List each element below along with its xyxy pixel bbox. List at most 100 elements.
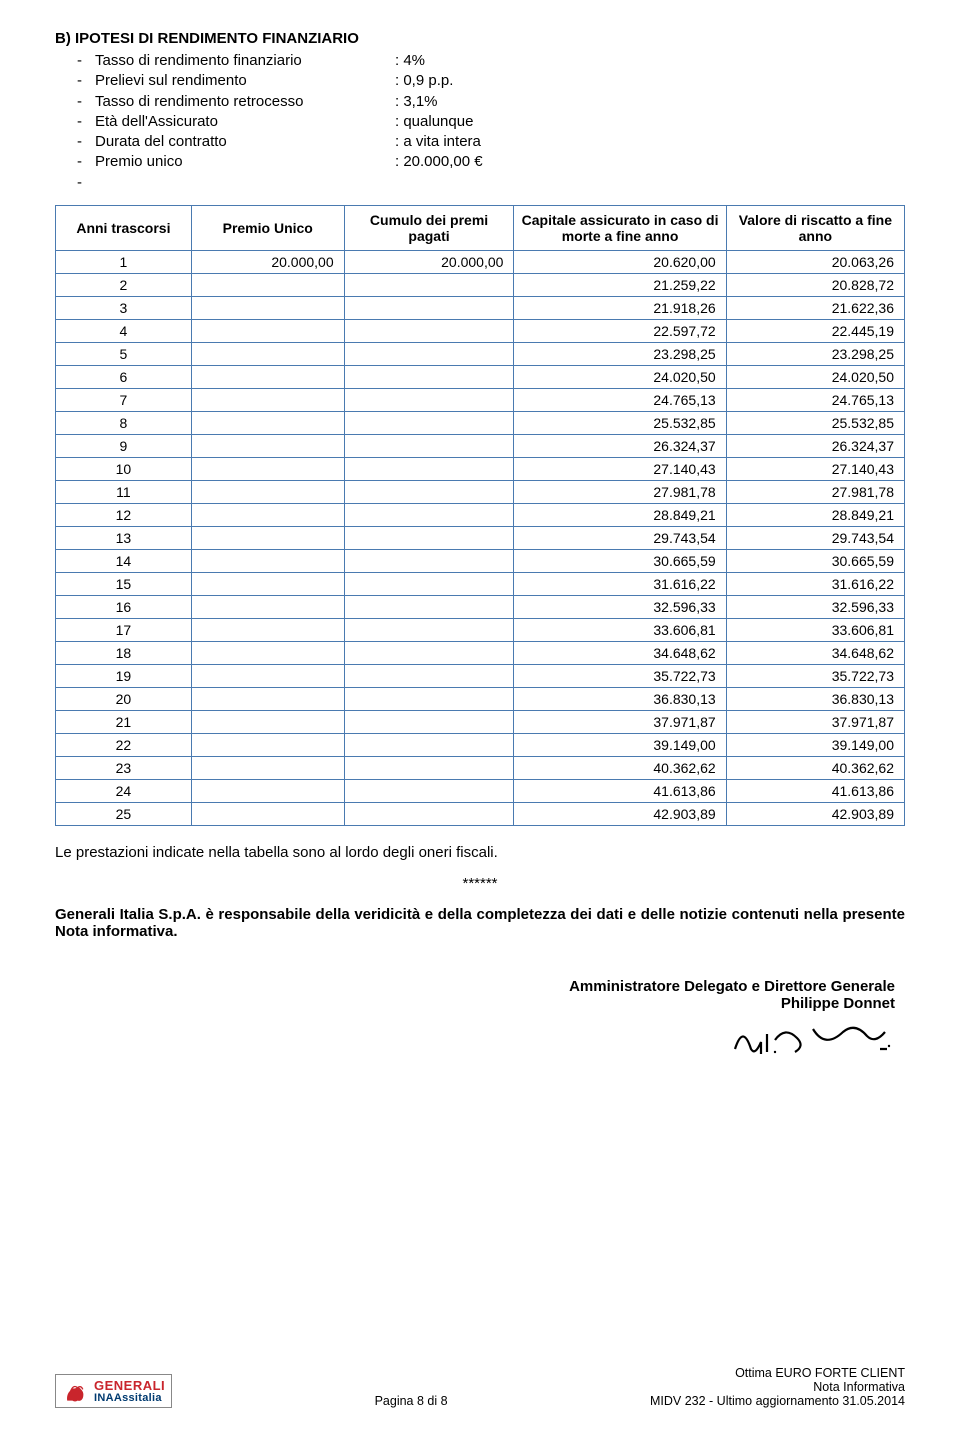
table-cell [344, 342, 514, 365]
table-cell: 40.362,62 [726, 756, 904, 779]
table-cell: 35.722,73 [726, 664, 904, 687]
signature-icon [725, 1014, 895, 1064]
bullet: - [77, 112, 95, 132]
table-cell: 27.981,78 [514, 480, 726, 503]
table-row: 321.918,2621.622,36 [56, 296, 905, 319]
table-cell: 42.903,89 [514, 802, 726, 825]
assumption-value: : 4% [395, 51, 425, 71]
table-cell: 27.140,43 [726, 457, 904, 480]
table-cell [191, 779, 344, 802]
table-cell: 35.722,73 [514, 664, 726, 687]
table-cell [344, 664, 514, 687]
table-row: 9 26.324,3726.324,37 [56, 434, 905, 457]
table-cell: 14 [56, 549, 192, 572]
column-header: Capitale assicurato in caso di morte a f… [514, 205, 726, 250]
logo-ina-text: INAAssitalia [94, 1393, 165, 1405]
signature-block: Amministratore Delegato e Direttore Gene… [55, 978, 895, 1068]
assumption-label: Premio unico [95, 152, 395, 172]
table-row: 2239.149,0039.149,00 [56, 733, 905, 756]
table-cell [191, 664, 344, 687]
table-cell: 28.849,21 [514, 503, 726, 526]
table-cell: 1 [56, 250, 192, 273]
table-row: 4 22.597,7222.445,19 [56, 319, 905, 342]
assumptions-list: -Tasso di rendimento finanziario: 4%-Pre… [77, 51, 905, 193]
table-cell [344, 733, 514, 756]
table-cell [191, 319, 344, 342]
table-cell: 20 [56, 687, 192, 710]
footer-product: Ottima EURO FORTE CLIENT [650, 1366, 905, 1380]
table-cell [191, 388, 344, 411]
table-row: 2137.971,8737.971,87 [56, 710, 905, 733]
column-header: Premio Unico [191, 205, 344, 250]
generali-lion-icon [62, 1379, 88, 1405]
table-cell: 32.596,33 [514, 595, 726, 618]
table-cell: 20.000,00 [191, 250, 344, 273]
table-cell: 22.597,72 [514, 319, 726, 342]
footer-logo: GENERALI INAAssitalia [55, 1374, 172, 1408]
footer-doc-type: Nota Informativa [650, 1380, 905, 1394]
table-cell: 20.000,00 [344, 250, 514, 273]
table-cell [191, 526, 344, 549]
table-cell [344, 503, 514, 526]
table-cell: 25.532,85 [726, 411, 904, 434]
table-cell: 22.445,19 [726, 319, 904, 342]
table-cell: 30.665,59 [726, 549, 904, 572]
table-cell [191, 756, 344, 779]
table-cell [344, 779, 514, 802]
table-row: 2441.613,8641.613,86 [56, 779, 905, 802]
projection-table: Anni trascorsiPremio UnicoCumulo dei pre… [55, 205, 905, 826]
table-cell [191, 802, 344, 825]
table-cell [344, 687, 514, 710]
table-cell: 20.063,26 [726, 250, 904, 273]
table-cell: 25 [56, 802, 192, 825]
table-cell: 16 [56, 595, 192, 618]
footer-version: MIDV 232 - Ultimo aggiornamento 31.05.20… [650, 1394, 905, 1408]
table-cell: 21.622,36 [726, 296, 904, 319]
assumption-row: - [77, 173, 905, 193]
table-cell: 23.298,25 [514, 342, 726, 365]
assumption-label: Tasso di rendimento retrocesso [95, 92, 395, 112]
table-cell: 9 [56, 434, 192, 457]
table-cell [344, 641, 514, 664]
assumption-label: Prelievi sul rendimento [95, 71, 395, 91]
table-cell [191, 480, 344, 503]
table-cell [191, 618, 344, 641]
column-header: Cumulo dei premi pagati [344, 205, 514, 250]
table-cell [191, 595, 344, 618]
table-cell: 21 [56, 710, 192, 733]
table-cell [344, 802, 514, 825]
table-cell: 10 [56, 457, 192, 480]
table-cell: 23 [56, 756, 192, 779]
table-cell: 24.020,50 [726, 365, 904, 388]
table-cell: 24.020,50 [514, 365, 726, 388]
table-row: 6 24.020,5024.020,50 [56, 365, 905, 388]
bullet: - [77, 51, 95, 71]
assumption-label [95, 173, 395, 193]
table-cell: 27.140,43 [514, 457, 726, 480]
assumption-row: -Tasso di rendimento finanziario: 4% [77, 51, 905, 71]
table-cell [344, 388, 514, 411]
table-cell: 4 [56, 319, 192, 342]
table-row: 1632.596,3332.596,33 [56, 595, 905, 618]
table-cell: 29.743,54 [726, 526, 904, 549]
table-cell [344, 365, 514, 388]
table-cell [191, 296, 344, 319]
table-cell: 26.324,37 [514, 434, 726, 457]
table-cell: 39.149,00 [514, 733, 726, 756]
table-cell: 22 [56, 733, 192, 756]
footer-doc-info: Ottima EURO FORTE CLIENT Nota Informativ… [650, 1366, 905, 1408]
table-cell: 26.324,37 [726, 434, 904, 457]
bullet: - [77, 71, 95, 91]
table-cell: 19 [56, 664, 192, 687]
table-cell [191, 411, 344, 434]
table-cell [191, 572, 344, 595]
table-cell: 13 [56, 526, 192, 549]
assumption-row: -Premio unico: 20.000,00 € [77, 152, 905, 172]
bullet: - [77, 92, 95, 112]
logo-generali-text: GENERALI [94, 1379, 165, 1393]
table-cell: 36.830,13 [726, 687, 904, 710]
table-cell: 31.616,22 [726, 572, 904, 595]
table-cell: 31.616,22 [514, 572, 726, 595]
table-row: 1228.849,2128.849,21 [56, 503, 905, 526]
table-cell: 6 [56, 365, 192, 388]
